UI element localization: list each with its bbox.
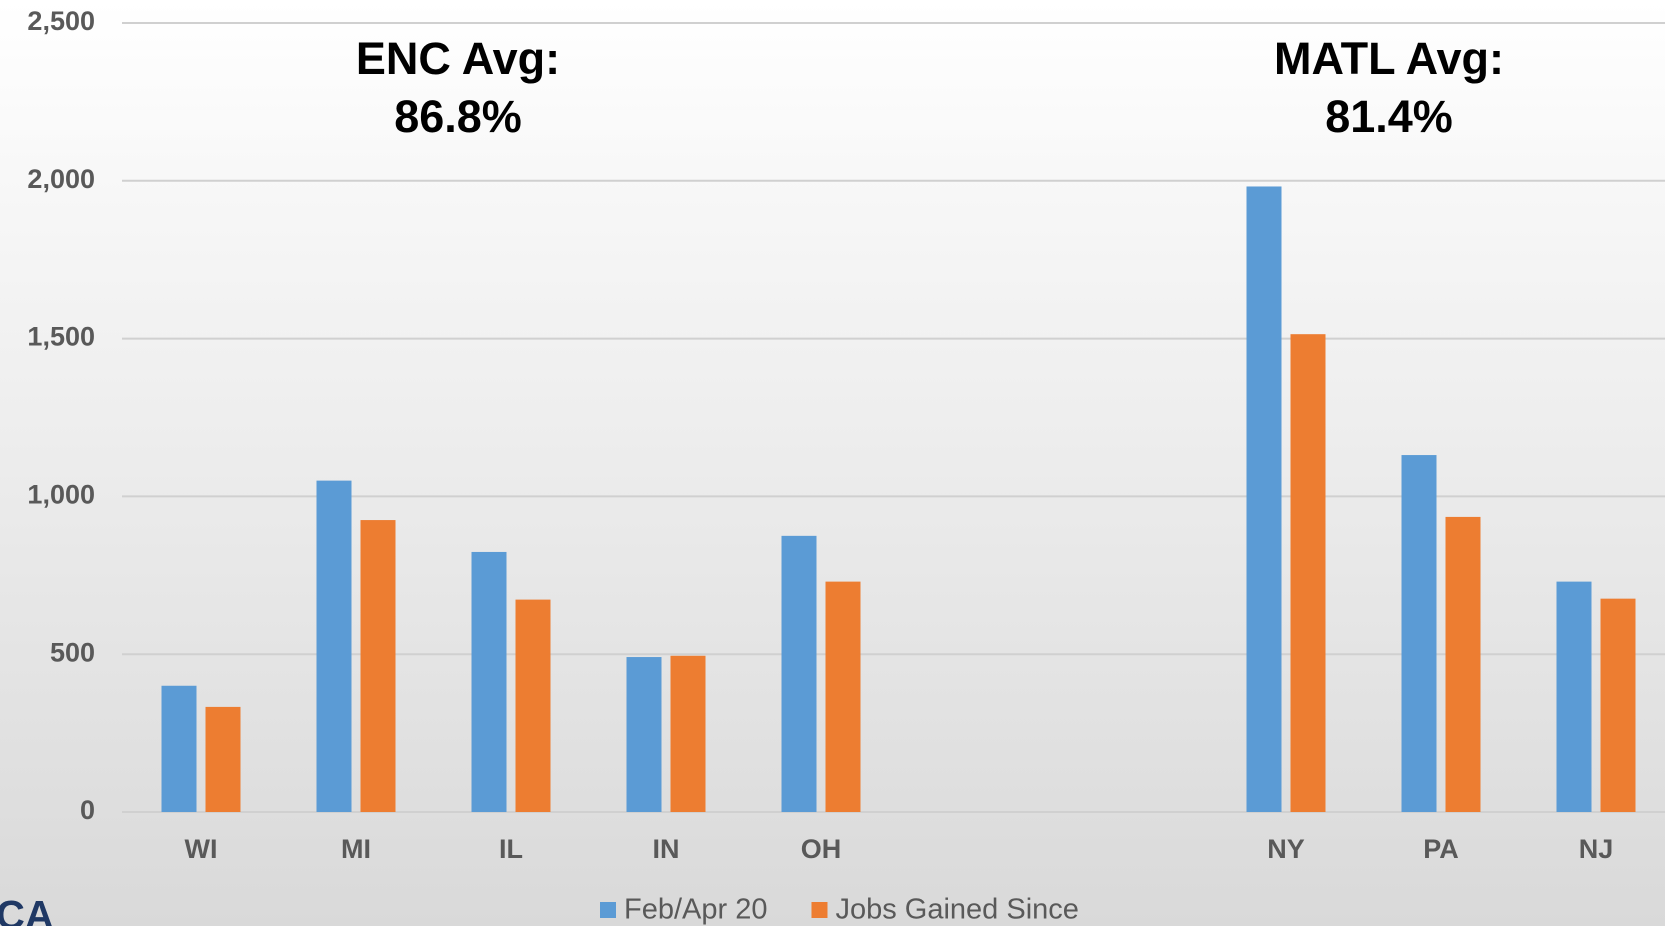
x-tick-label: IL bbox=[499, 834, 523, 864]
y-tick-label: 500 bbox=[50, 637, 95, 667]
bar bbox=[515, 599, 551, 812]
bar bbox=[471, 551, 507, 812]
x-tick-label: IN bbox=[653, 834, 680, 864]
bar bbox=[670, 655, 706, 812]
x-tick-label: NY bbox=[1267, 834, 1305, 864]
legend-swatch bbox=[600, 902, 616, 918]
annotation: MATL Avg: bbox=[1274, 33, 1504, 84]
annotation: ENC Avg: bbox=[356, 33, 560, 84]
legend-swatch bbox=[811, 902, 828, 918]
bar bbox=[1401, 455, 1437, 812]
x-tick-label: NJ bbox=[1579, 834, 1614, 864]
y-tick-label: 0 bbox=[80, 795, 95, 825]
bar bbox=[161, 685, 197, 812]
bar bbox=[205, 706, 241, 812]
y-tick-label: 1,000 bbox=[27, 480, 95, 510]
y-tick-label: 2,000 bbox=[27, 164, 95, 194]
annotation: 81.4% bbox=[1325, 91, 1453, 142]
bar bbox=[781, 535, 817, 812]
bar bbox=[825, 581, 861, 812]
x-tick-label: OH bbox=[801, 834, 842, 864]
bar bbox=[360, 520, 396, 812]
bar bbox=[1246, 186, 1282, 812]
logo-text: CA bbox=[0, 894, 54, 926]
bar bbox=[1445, 516, 1481, 812]
legend-label: Feb/Apr 20 bbox=[624, 894, 767, 926]
x-tick-label: PA bbox=[1423, 834, 1459, 864]
y-tick-label: 2,500 bbox=[27, 6, 95, 36]
bar bbox=[316, 480, 352, 812]
bar bbox=[1290, 334, 1326, 812]
annotation: 86.8% bbox=[394, 91, 522, 142]
bar bbox=[626, 657, 662, 812]
x-tick-label: WI bbox=[185, 834, 218, 864]
y-tick-label: 1,500 bbox=[27, 322, 95, 352]
bar bbox=[1600, 598, 1636, 812]
x-tick-label: MI bbox=[341, 834, 371, 864]
legend-label: Jobs Gained Since bbox=[835, 894, 1078, 926]
bar bbox=[1556, 581, 1592, 812]
